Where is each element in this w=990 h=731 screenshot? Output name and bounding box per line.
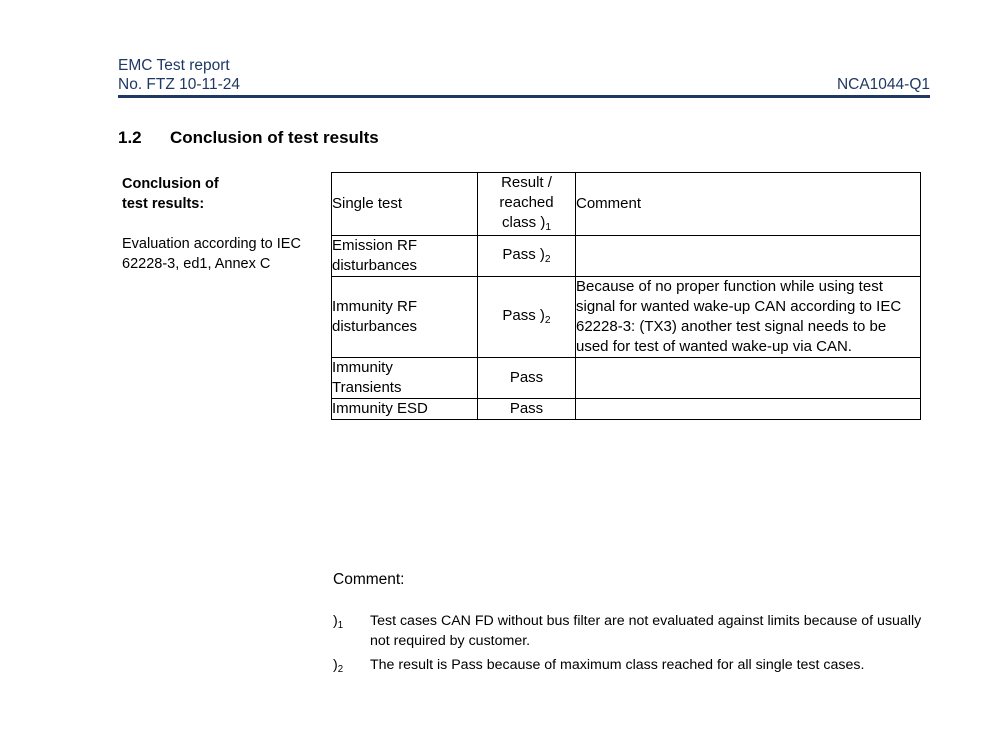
- cell-comment: [575, 357, 921, 399]
- cell-single-test-line1: Immunity RF: [332, 298, 418, 315]
- cell-single-test-line2: disturbances: [332, 257, 418, 274]
- footnote-marker-2: )2: [333, 657, 344, 675]
- left-column-title-line2: test results:: [122, 196, 205, 212]
- conclusion-results-table: Single test Result / reached class )1 Co…: [331, 172, 921, 420]
- footnote-marker-2: 2: [544, 315, 551, 326]
- footnote-text: Test cases CAN FD without bus filter are…: [370, 613, 922, 649]
- report-identifier: EMC Test report No. FTZ 10-11-24: [118, 56, 240, 94]
- column-header-result-line2: reached: [499, 194, 554, 211]
- footnote-marker-1: 1: [545, 222, 551, 233]
- table-row: Immunity Transients Pass: [331, 357, 921, 399]
- cell-comment: [575, 235, 921, 277]
- cell-result: Pass: [477, 398, 576, 420]
- left-column-title-line1: Conclusion of: [122, 176, 219, 192]
- cell-result-value: Pass ): [502, 307, 545, 324]
- column-header-result-line3: class )1: [501, 214, 551, 233]
- report-title: EMC Test report: [118, 57, 230, 74]
- footnote-marker-2: 2: [544, 254, 551, 265]
- footnote-marker-1: )1: [333, 613, 344, 631]
- part-number: NCA1044-Q1: [836, 76, 930, 93]
- cell-single-test: Emission RF disturbances: [331, 235, 478, 277]
- cell-single-test-line2: disturbances: [332, 318, 418, 335]
- cell-result-value: Pass ): [502, 246, 545, 263]
- left-column-title: Conclusion of test results:: [122, 174, 322, 214]
- comment-block: Comment: )1 Test cases CAN FD without bu…: [333, 570, 923, 681]
- table-header-row: Single test Result / reached class )1 Co…: [331, 172, 921, 236]
- footnote-item: )2 The result is Pass because of maximum…: [333, 656, 923, 676]
- cell-single-test: Immunity Transients: [331, 357, 478, 399]
- cell-single-test: Immunity ESD: [331, 398, 478, 420]
- cell-single-test-line1: Emission RF: [332, 237, 418, 254]
- header-rule: [118, 95, 930, 98]
- cell-single-test-line1: Immunity ESD: [332, 400, 428, 417]
- left-column-body: Evaluation according to IEC 62228-3, ed1…: [122, 236, 301, 272]
- footnote-text: The result is Pass because of maximum cl…: [370, 657, 865, 673]
- table-row: Immunity RF disturbances Pass )2 Because…: [331, 276, 921, 358]
- section-title: Conclusion of test results: [170, 128, 379, 147]
- cell-comment: [575, 398, 921, 420]
- table-row: Emission RF disturbances Pass )2: [331, 235, 921, 277]
- cell-single-test-line2: Transients: [332, 379, 402, 396]
- column-header-comment: Comment: [575, 172, 921, 236]
- cell-single-test: Immunity RF disturbances: [331, 276, 478, 358]
- page-title: 1.2 Conclusion of test results: [118, 128, 379, 148]
- cell-result: Pass )2: [477, 276, 576, 358]
- column-header-result: Result / reached class )1: [477, 172, 576, 236]
- comment-label: Comment:: [333, 571, 405, 588]
- table-row: Immunity ESD Pass: [331, 398, 921, 420]
- cell-comment: Because of no proper function while usin…: [575, 276, 921, 358]
- page-header: EMC Test report No. FTZ 10-11-24 NCA1044…: [118, 56, 930, 98]
- column-header-result-line1: Result /: [501, 174, 552, 191]
- report-number: No. FTZ 10-11-24: [118, 76, 241, 93]
- cell-result: Pass: [477, 357, 576, 399]
- left-description-column: Conclusion of test results: Evaluation a…: [122, 174, 322, 274]
- cell-single-test-line1: Immunity: [332, 359, 393, 376]
- cell-result: Pass )2: [477, 235, 576, 277]
- footnote-item: )1 Test cases CAN FD without bus filter …: [333, 612, 923, 651]
- section-number: 1.2: [118, 128, 142, 147]
- footnote-list: )1 Test cases CAN FD without bus filter …: [333, 612, 923, 676]
- column-header-single-test: Single test: [331, 172, 478, 236]
